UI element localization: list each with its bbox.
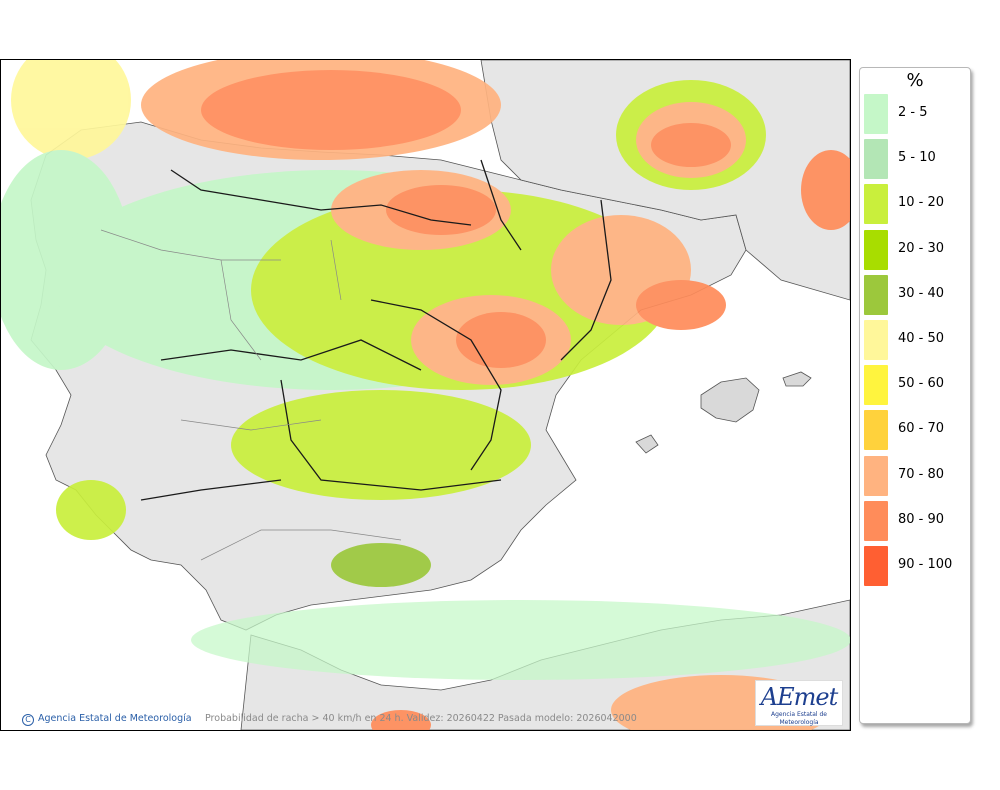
mallorca bbox=[700, 377, 760, 423]
zone-80-90 bbox=[801, 150, 850, 230]
legend-label: 90 - 100 bbox=[898, 557, 953, 572]
legend-unit: % bbox=[906, 70, 924, 91]
zone-80-90 bbox=[371, 710, 431, 730]
map-canvas bbox=[1, 60, 850, 730]
legend-item: 50 - 60 bbox=[864, 365, 970, 406]
legend-label: 50 - 60 bbox=[898, 376, 945, 392]
copyright-notice: C Agencia Estatal de Meteorología bbox=[22, 713, 192, 726]
legend-label: 70 - 80 bbox=[898, 466, 945, 482]
province-borders bbox=[100, 229, 402, 561]
legend-swatch bbox=[864, 500, 888, 541]
legend-swatch bbox=[864, 410, 888, 451]
legend-item: 70 - 80 bbox=[864, 455, 970, 496]
copyright-icon: C bbox=[22, 714, 34, 726]
zone-80-90 bbox=[456, 312, 546, 368]
legend-item: 5 - 10 bbox=[864, 139, 970, 180]
legend-item: 30 - 40 bbox=[864, 274, 970, 315]
legend-swatch bbox=[864, 455, 888, 496]
legend-swatch bbox=[864, 229, 888, 270]
legend-swatch bbox=[864, 365, 888, 406]
zone-10-20 bbox=[231, 390, 531, 500]
legend-item: 40 - 50 bbox=[864, 320, 970, 360]
legend-swatch bbox=[864, 139, 888, 180]
legend-item: 2 - 5 bbox=[864, 94, 970, 134]
zone-2-5 bbox=[191, 600, 850, 680]
zone-10-20 bbox=[56, 480, 126, 540]
legend-swatch bbox=[864, 546, 888, 586]
legend-item: 80 - 90 bbox=[864, 500, 970, 541]
zone-80-90 bbox=[386, 185, 496, 235]
legend-label: 5 - 10 bbox=[898, 150, 936, 166]
zone-80-90 bbox=[651, 123, 731, 167]
logo-wordmark: AEmet bbox=[760, 683, 838, 711]
legend-item: 60 - 70 bbox=[864, 410, 970, 451]
zone-30-40 bbox=[331, 543, 431, 587]
legend-label: 80 - 90 bbox=[898, 511, 945, 527]
copyright-text: Agencia Estatal de Meteorología bbox=[38, 713, 192, 724]
legend-swatch bbox=[864, 94, 888, 134]
menorca bbox=[782, 371, 812, 387]
ibiza bbox=[635, 434, 659, 454]
zone-80-90 bbox=[201, 70, 461, 150]
legend-panel: % 2 - 5 5 - 10 10 - 20 20 - 30 30 - 40 40 - 5… bbox=[859, 67, 971, 724]
aemet-logo: AEmet Agencia Estatal de Meteorología bbox=[755, 680, 843, 726]
legend-label: 10 - 20 bbox=[898, 195, 945, 211]
legend-label: 30 - 40 bbox=[898, 285, 945, 301]
forecast-map bbox=[0, 59, 851, 731]
zone-80-90 bbox=[636, 280, 726, 330]
legend-item: 90 - 100 bbox=[864, 546, 970, 586]
probability-overlay bbox=[1, 60, 850, 730]
legend-label: 2 - 5 bbox=[898, 105, 928, 120]
legend-swatch bbox=[864, 184, 888, 225]
zone-40-50 bbox=[11, 60, 131, 160]
legend-swatch bbox=[864, 274, 888, 315]
legend-label: 20 - 30 bbox=[898, 240, 945, 256]
legend-swatch bbox=[864, 320, 888, 360]
legend-label: 40 - 50 bbox=[898, 331, 945, 346]
legend-item: 20 - 30 bbox=[864, 229, 970, 270]
legend-item: 10 - 20 bbox=[864, 184, 970, 225]
legend-label: 60 - 70 bbox=[898, 421, 945, 437]
map-caption: Probabilidad de racha > 40 km/h en 24 h.… bbox=[205, 713, 637, 724]
region-borders bbox=[140, 159, 612, 501]
logo-subtitle: Agencia Estatal de Meteorología bbox=[770, 711, 827, 726]
